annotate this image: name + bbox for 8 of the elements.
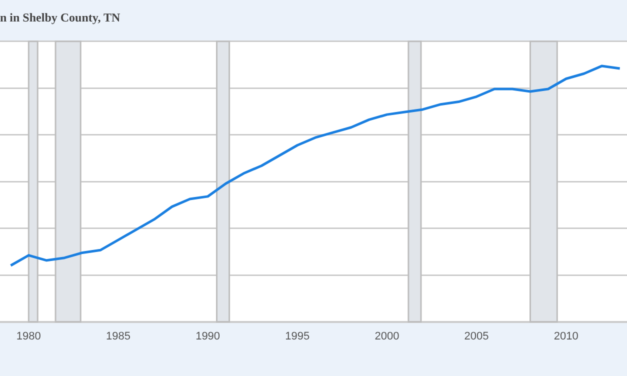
x-tick-label: 2005: [464, 330, 489, 342]
x-tick-label: 2010: [554, 330, 578, 342]
x-tick-label: 1985: [106, 330, 130, 342]
x-tick-label: 1995: [285, 330, 310, 342]
chart-title: n in Shelby County, TN: [0, 10, 120, 24]
x-tick-label: 2000: [374, 330, 400, 342]
x-tick-label: 1980: [16, 330, 41, 342]
x-tick-label: 1990: [196, 330, 220, 342]
